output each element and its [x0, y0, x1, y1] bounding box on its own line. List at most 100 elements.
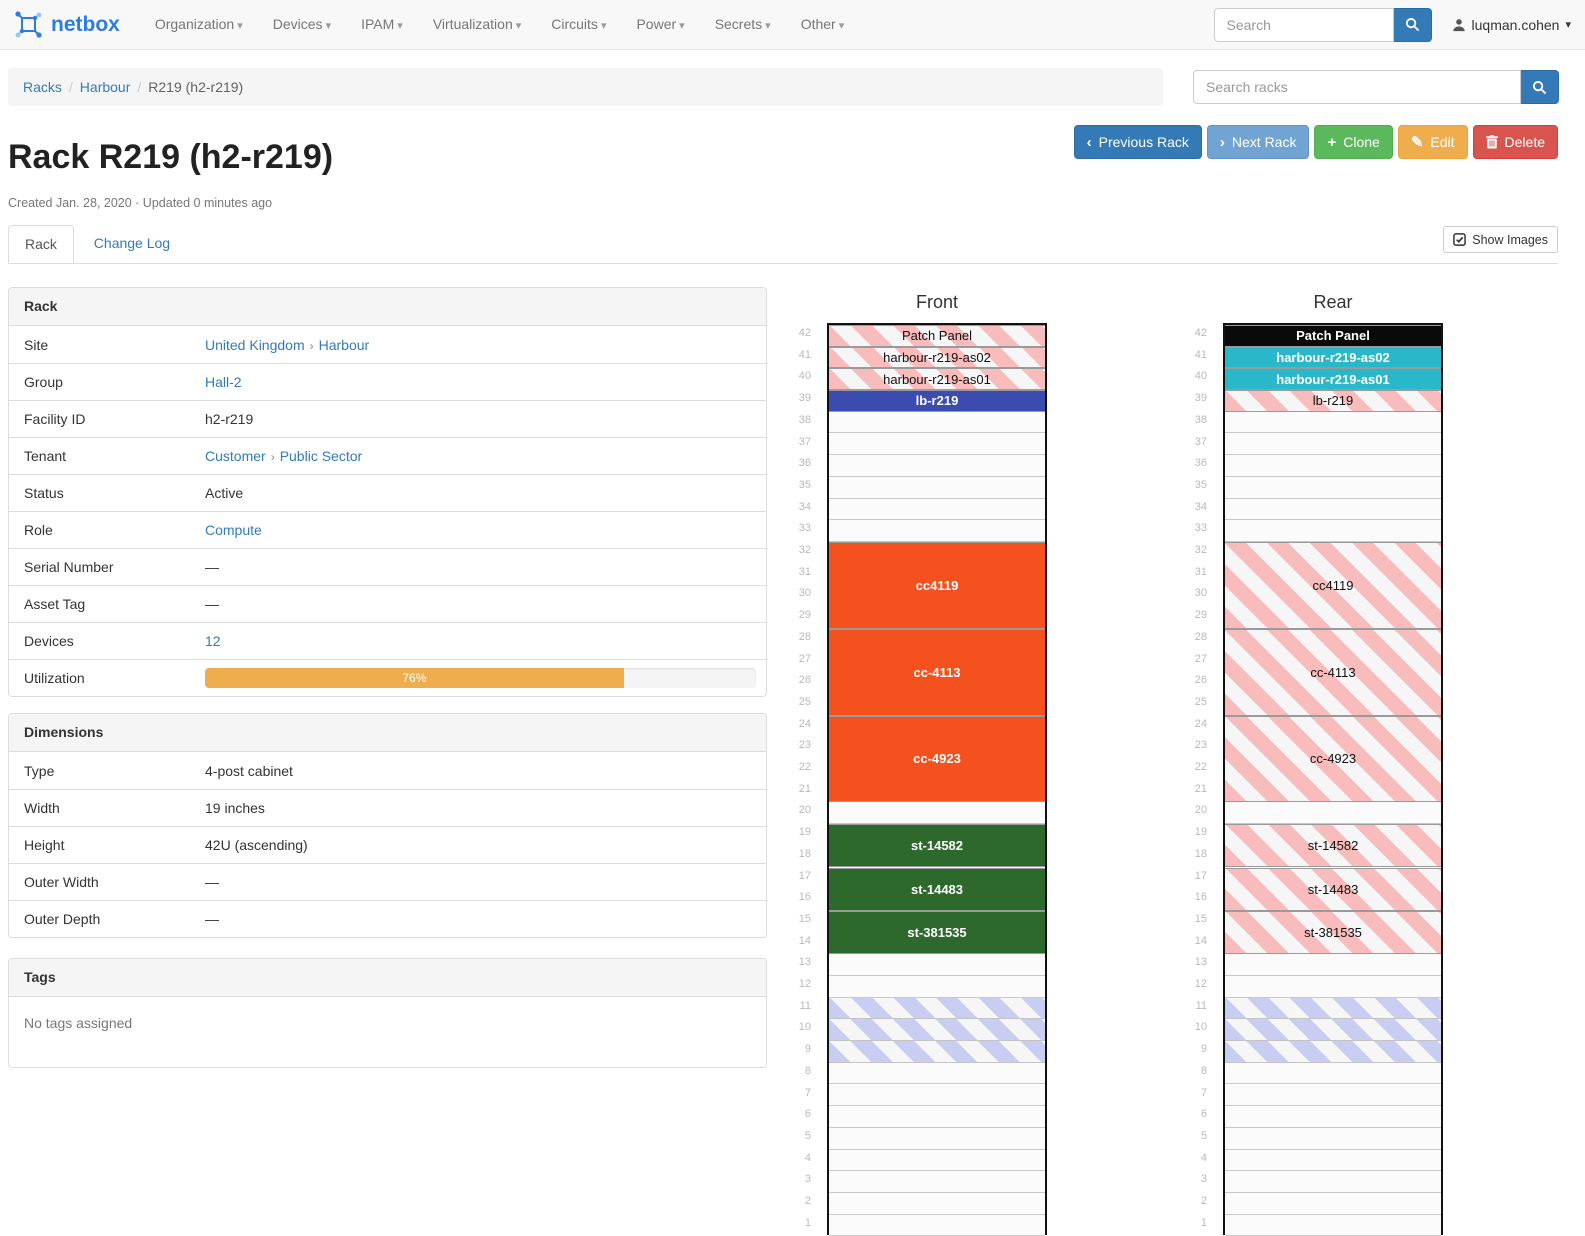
- empty-slot[interactable]: [1225, 476, 1441, 499]
- group-link[interactable]: Hall-2: [205, 374, 242, 390]
- rack-device[interactable]: cc-4923: [829, 715, 1045, 803]
- rack-device[interactable]: st-14483: [829, 867, 1045, 911]
- empty-slot[interactable]: [1225, 976, 1441, 998]
- empty-slot[interactable]: [1225, 498, 1441, 521]
- unit-number: 38: [1194, 413, 1207, 426]
- empty-slot[interactable]: [1225, 1106, 1441, 1128]
- unit-number: 4: [1200, 1151, 1207, 1164]
- rack-device[interactable]: harbour-r219-as02: [829, 346, 1045, 369]
- empty-slot[interactable]: [1225, 802, 1441, 825]
- empty-slot[interactable]: [829, 1214, 1045, 1236]
- netbox-brand[interactable]: netbox: [14, 10, 120, 40]
- rack-device[interactable]: lb-r219: [1225, 390, 1441, 412]
- empty-slot[interactable]: [1225, 1084, 1441, 1107]
- empty-slot[interactable]: [1225, 1149, 1441, 1172]
- empty-slot[interactable]: [829, 433, 1045, 456]
- empty-slot[interactable]: [1225, 520, 1441, 542]
- rack-device[interactable]: cc4119: [829, 542, 1045, 629]
- empty-slot[interactable]: [1225, 455, 1441, 477]
- previous-rack-button[interactable]: ‹ Previous Rack: [1073, 125, 1202, 159]
- status-value: Active: [205, 485, 244, 501]
- rack-device[interactable]: st-14582: [1225, 824, 1441, 868]
- tab-rack[interactable]: Rack: [8, 225, 74, 263]
- unit-number: 27: [1194, 652, 1207, 665]
- empty-slot[interactable]: [829, 1193, 1045, 1215]
- unit-number: 26: [1194, 674, 1207, 687]
- nav-item-ipam[interactable]: IPAM ▾: [361, 15, 403, 32]
- empty-slot[interactable]: [1225, 1127, 1441, 1150]
- rack-device[interactable]: cc4119: [1225, 542, 1441, 629]
- empty-slot[interactable]: [829, 1149, 1045, 1172]
- rack-device[interactable]: cc-4113: [829, 628, 1045, 716]
- empty-slot[interactable]: [1225, 433, 1441, 456]
- edit-button[interactable]: ✎ Edit: [1397, 125, 1468, 159]
- rack-device[interactable]: st-14483: [1225, 867, 1441, 911]
- empty-slot[interactable]: [829, 1084, 1045, 1107]
- site-link[interactable]: Harbour: [318, 336, 370, 353]
- empty-slot[interactable]: [1225, 1171, 1441, 1193]
- global-search-input[interactable]: [1213, 7, 1394, 42]
- rack-device[interactable]: cc-4113: [1225, 628, 1441, 716]
- nav-item-power[interactable]: Power ▾: [636, 15, 685, 32]
- width-value: 19 inches: [205, 800, 265, 816]
- unit-number: 6: [804, 1108, 811, 1121]
- rack-device[interactable]: st-381535: [829, 910, 1045, 955]
- nav-item-other[interactable]: Other ▾: [800, 15, 845, 32]
- rack-device[interactable]: harbour-r219-as01: [1225, 368, 1441, 391]
- role-link[interactable]: Compute: [205, 522, 262, 538]
- empty-slot[interactable]: [1225, 1062, 1441, 1085]
- empty-slot[interactable]: [829, 954, 1045, 976]
- empty-slot[interactable]: [1225, 954, 1441, 976]
- nav-item-organization[interactable]: Organization ▾: [154, 15, 243, 32]
- empty-slot[interactable]: [829, 498, 1045, 521]
- nav-item-secrets[interactable]: Secrets ▾: [714, 15, 771, 32]
- rack-device[interactable]: cc-4923: [1225, 715, 1441, 803]
- global-search-button[interactable]: [1393, 7, 1432, 42]
- delete-button[interactable]: Delete: [1472, 125, 1558, 159]
- empty-slot[interactable]: [829, 1171, 1045, 1193]
- breadcrumb-harbour[interactable]: Harbour: [79, 79, 131, 95]
- unit-number: 1: [1200, 1216, 1207, 1229]
- user-menu[interactable]: luqman.cohen ▾: [1452, 17, 1571, 33]
- rack-device[interactable]: lb-r219: [829, 390, 1045, 412]
- empty-slot[interactable]: [1225, 1193, 1441, 1215]
- nav-item-devices[interactable]: Devices ▾: [272, 15, 332, 32]
- empty-slot[interactable]: [829, 1127, 1045, 1150]
- tab-bar: Rack Change Log Show Images: [8, 224, 1558, 264]
- empty-slot[interactable]: [829, 455, 1045, 477]
- show-images-button[interactable]: Show Images: [1443, 226, 1558, 253]
- rack-device[interactable]: harbour-r219-as01: [829, 368, 1045, 391]
- tab-change-log[interactable]: Change Log: [93, 235, 171, 251]
- nav-item-circuits[interactable]: Circuits ▾: [551, 15, 607, 32]
- unit-number: 22: [798, 761, 811, 773]
- tenant-link[interactable]: Public Sector: [279, 448, 363, 464]
- height-value: 42U (ascending): [205, 837, 308, 853]
- rack-device[interactable]: Patch Panel: [829, 325, 1045, 347]
- empty-slot[interactable]: [829, 520, 1045, 542]
- site-region-link[interactable]: United Kingdom: [205, 336, 305, 353]
- breadcrumb-racks[interactable]: Racks: [23, 79, 62, 95]
- empty-slot[interactable]: [829, 1106, 1045, 1128]
- rack-device[interactable]: st-381535: [1225, 910, 1441, 955]
- empty-slot[interactable]: [829, 476, 1045, 499]
- unit-number: 36: [1194, 457, 1207, 470]
- device-count-link[interactable]: 12: [205, 633, 221, 649]
- tenant-group-link[interactable]: Customer: [205, 448, 266, 464]
- clone-button[interactable]: + Clone: [1314, 125, 1393, 159]
- empty-slot[interactable]: [1225, 1214, 1441, 1236]
- unit-number: 28: [798, 630, 811, 643]
- rack-search-input[interactable]: [1193, 70, 1521, 104]
- empty-slot[interactable]: [829, 411, 1045, 434]
- unit-number: 11: [799, 999, 811, 1012]
- empty-slot[interactable]: [829, 1062, 1045, 1085]
- rack-device[interactable]: harbour-r219-as02: [1225, 346, 1441, 369]
- rack-device[interactable]: Patch Panel: [1225, 325, 1441, 347]
- rack-device[interactable]: st-14582: [829, 824, 1045, 868]
- empty-slot[interactable]: [1225, 411, 1441, 434]
- next-rack-button[interactable]: › Next Rack: [1206, 125, 1310, 159]
- reserved-unit: [1225, 1019, 1441, 1042]
- empty-slot[interactable]: [829, 802, 1045, 825]
- rack-search-button[interactable]: [1521, 70, 1559, 104]
- nav-item-virtualization[interactable]: Virtualization ▾: [432, 15, 522, 32]
- empty-slot[interactable]: [829, 976, 1045, 998]
